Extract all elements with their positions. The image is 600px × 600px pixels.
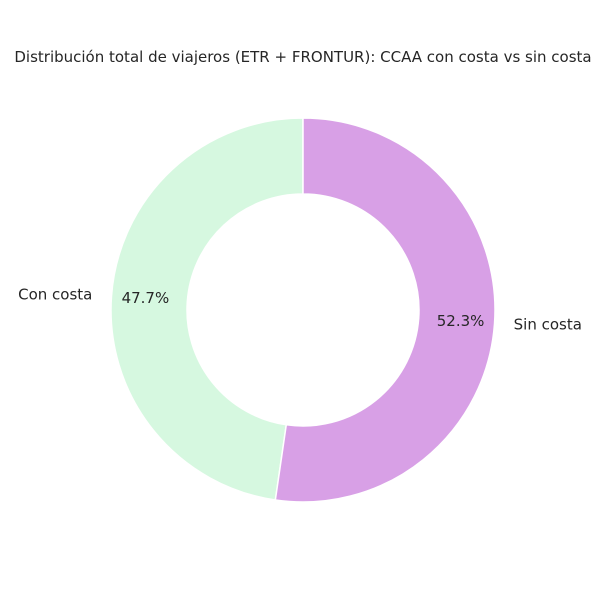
slice-percent-con-costa: 47.7% (122, 289, 170, 307)
slice-label-con-costa: Con costa (18, 285, 92, 303)
labels-group: Con costa 47.7% Sin costa 52.3% (18, 285, 582, 333)
slice-label-sin-costa: Sin costa (514, 316, 582, 334)
donut-slice-sin-costa (274, 117, 496, 503)
chart-title: Distribución total de viajeros (ETR + FR… (14, 48, 591, 66)
donut-slice-con-costa (110, 117, 304, 501)
slices-group (110, 117, 496, 503)
slice-percent-sin-costa: 52.3% (437, 312, 485, 330)
